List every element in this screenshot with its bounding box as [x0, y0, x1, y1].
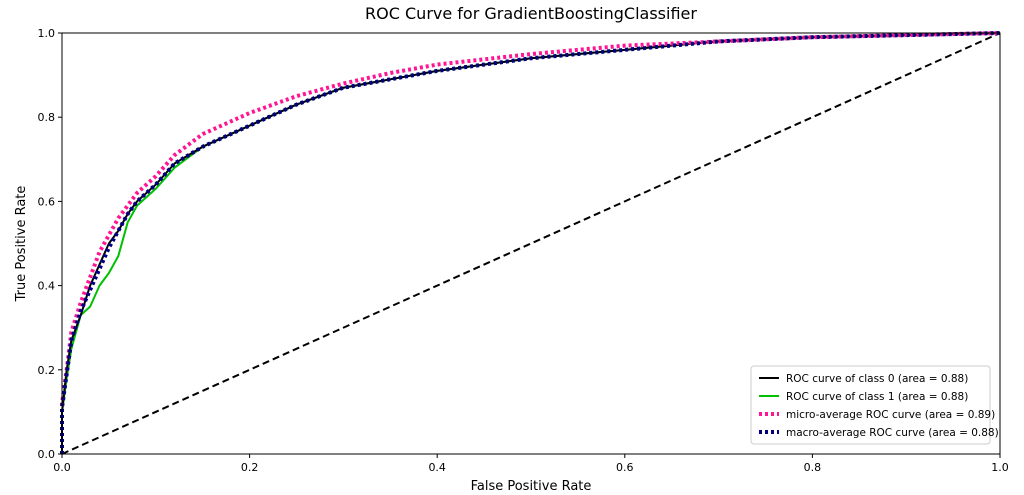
y-axis: 0.0 0.2 0.4 0.6 0.8 1.0 [38, 27, 62, 461]
y-tick-label: 1.0 [38, 27, 56, 40]
plot-border [61, 32, 1001, 455]
legend-label: macro-average ROC curve (area = 0.88) [786, 427, 999, 439]
series-line-4 [61, 32, 1001, 455]
legend-label: ROC curve of class 1 (area = 0.88) [786, 391, 968, 403]
y-axis-title: True Positive Rate [14, 186, 29, 303]
y-tick-label: 0.2 [38, 364, 56, 377]
series-line-2 [60, 31, 1001, 454]
series-layer [60, 31, 1001, 455]
legend-box [750, 365, 991, 445]
legend-label: ROC curve of class 0 (area = 0.88) [786, 373, 968, 385]
series-line-3 [60, 31, 1001, 454]
legend: ROC curve of class 0 (area = 0.88) ROC cu… [750, 365, 999, 445]
x-axis: 0.0 0.2 0.4 0.6 0.8 1.0 [53, 454, 1009, 474]
y-tick-label: 0.4 [38, 280, 56, 293]
y-tick-label: 0.6 [38, 195, 56, 208]
legend-label: micro-average ROC curve (area = 0.89) [786, 409, 995, 421]
x-tick-label: 0.0 [53, 461, 71, 474]
x-tick-label: 0.2 [241, 461, 259, 474]
y-tick-label: 0.8 [38, 111, 56, 124]
x-tick-label: 1.0 [991, 461, 1009, 474]
x-tick-label: 0.6 [616, 461, 634, 474]
series-line-0 [61, 32, 1001, 454]
y-tick-label: 0.0 [38, 448, 56, 461]
x-tick-label: 0.4 [428, 461, 446, 474]
x-axis-title: False Positive Rate [471, 479, 592, 494]
x-tick-label: 0.8 [804, 461, 822, 474]
chart-title: ROC Curve for GradientBoostingClassifier [365, 4, 697, 23]
